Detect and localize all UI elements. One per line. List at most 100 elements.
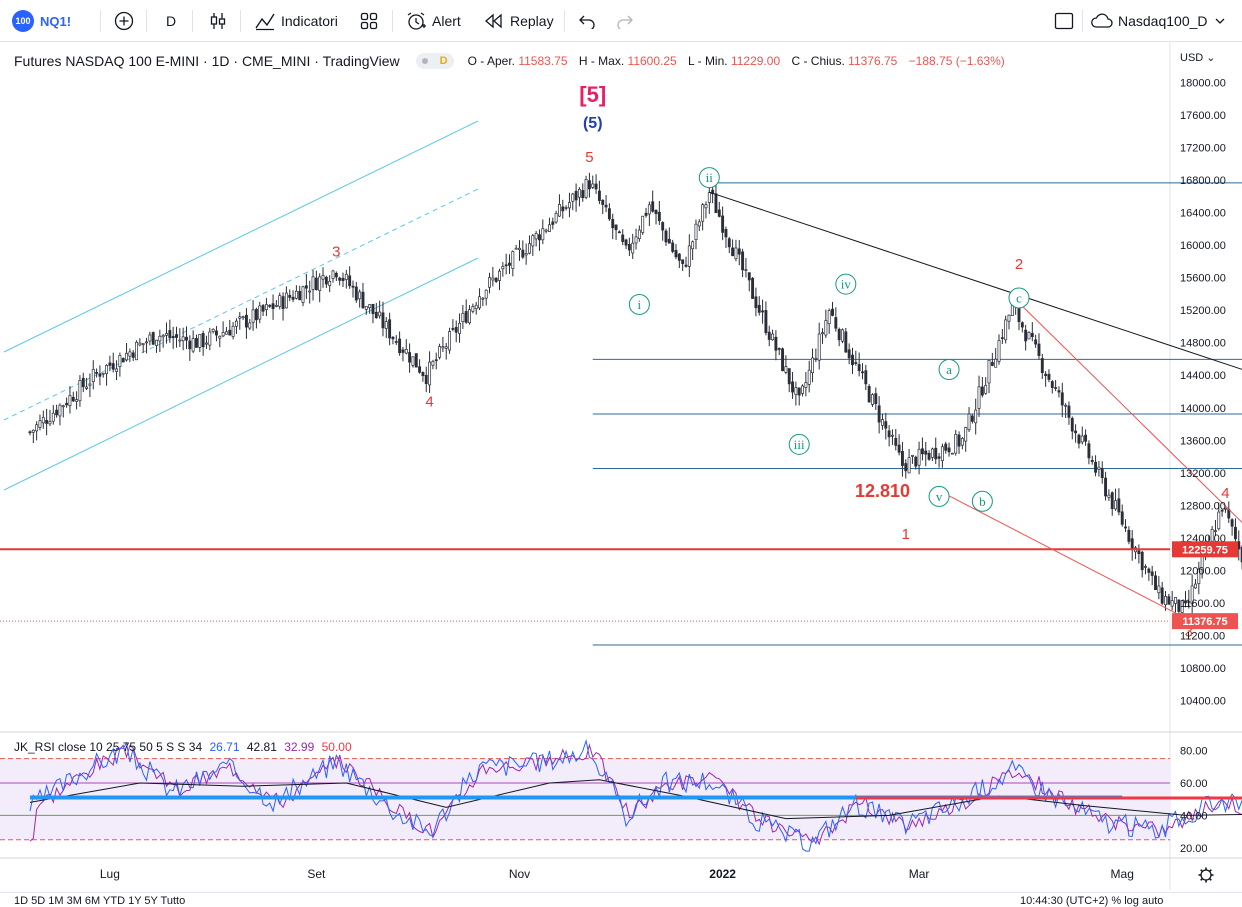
candle-body (531, 235, 535, 247)
rsi-fast-line (29, 738, 1242, 852)
undo-button[interactable] (578, 0, 596, 42)
price-candle (651, 190, 655, 213)
chart-area[interactable]: 1(16764.75)0.618(14594.25)0.5(13924.00)0… (0, 42, 1242, 892)
price-candle (185, 326, 188, 349)
price-candle (508, 254, 511, 274)
price-candle (844, 327, 848, 353)
chart-background (0, 42, 1242, 892)
candle-body (41, 417, 45, 424)
price-candle (604, 195, 608, 213)
bottom-status[interactable]: 10:44:30 (UTC+2) % log auto (1020, 895, 1164, 907)
wave-label-text: iv (841, 277, 852, 292)
price-candle (864, 364, 868, 391)
price-candle (1050, 380, 1054, 394)
candle-body (651, 201, 655, 212)
price-candle (1137, 544, 1141, 564)
candle-body (1057, 390, 1061, 393)
price-candle (1120, 504, 1124, 527)
price-candle (980, 376, 984, 398)
candle-body (837, 328, 841, 341)
chart-legend: Futures NASDAQ 100 E-MINI · 1D · CME_MIN… (14, 51, 1013, 71)
candle-body (1223, 507, 1227, 510)
candle-body (1100, 468, 1104, 479)
candle-body (348, 275, 352, 287)
price-candle (997, 334, 1001, 365)
templates-button[interactable] (360, 0, 378, 42)
price-candle (248, 319, 252, 330)
candle-body (947, 447, 951, 453)
candle-body (747, 272, 751, 281)
candle-body (474, 304, 478, 310)
candle-body (571, 193, 575, 202)
price-candle (821, 328, 824, 344)
candle-body (278, 295, 282, 307)
price-candle (874, 387, 878, 410)
high-label: H - Max. (578, 54, 625, 68)
price-candle (368, 304, 372, 314)
redo-button[interactable] (616, 0, 634, 42)
candle-body (611, 219, 615, 229)
candle-body (68, 395, 72, 406)
price-candle (977, 375, 981, 417)
price-candle (474, 301, 478, 315)
candle-body (900, 451, 904, 466)
price-candle (1223, 507, 1227, 513)
price-candle (354, 281, 358, 303)
range-buttons[interactable]: 1D 5D 1M 3M 6M YTD 1Y 5Y Tutto (14, 895, 186, 907)
candle-body (1090, 459, 1094, 462)
chart-canvas[interactable]: 1(16764.75)0.618(14594.25)0.5(13924.00)0… (0, 42, 1242, 892)
price-candle (827, 308, 831, 334)
chart-type-button[interactable] (208, 0, 228, 42)
price-candle (1080, 426, 1084, 445)
candle-body (584, 178, 588, 198)
candle-body (55, 409, 59, 416)
symbol-search[interactable]: 100 NQ1! (12, 0, 71, 42)
price-candle (438, 343, 442, 360)
price-candle (268, 304, 272, 309)
candle-body (1194, 583, 1197, 589)
compare-symbol-button[interactable] (114, 0, 134, 42)
price-candle (158, 329, 162, 353)
candle-body (677, 253, 681, 261)
candle-body (761, 310, 765, 313)
candle-body (784, 366, 788, 373)
price-candle (88, 373, 92, 398)
candle-body (917, 448, 921, 466)
candle-body (298, 291, 302, 301)
wave-label: 2 (1015, 256, 1023, 273)
candle-body (577, 189, 581, 198)
candle-body (751, 277, 755, 299)
price-candle (1004, 315, 1008, 344)
candle-body (977, 386, 981, 409)
candle-body (434, 359, 438, 362)
candle-body (1110, 492, 1114, 509)
price-candle (434, 352, 438, 370)
alert-button[interactable]: Alert (405, 0, 461, 42)
indicators-button[interactable]: Indicatori (254, 0, 338, 42)
price-candle (501, 262, 505, 277)
candle-body (171, 336, 175, 339)
price-candle (511, 250, 515, 277)
price-candle (451, 319, 455, 332)
candle-body (374, 311, 378, 319)
price-candle (1194, 579, 1197, 589)
interval-button[interactable]: D (166, 0, 176, 42)
rsi-legend: JK_RSI close 10 25 75 50 5 S S 34 26.71 … (14, 740, 352, 754)
data-status-badge[interactable]: D (415, 53, 454, 69)
price-tick-label: 15600.00 (1180, 273, 1226, 285)
candle-body (881, 419, 884, 426)
price-candle (721, 206, 725, 241)
wave-label-circle: c (1008, 287, 1030, 309)
fullscreen-button[interactable] (1054, 0, 1074, 42)
price-candle (597, 180, 601, 205)
candle-body (987, 359, 991, 384)
price-candle (607, 203, 611, 221)
price-candle (687, 234, 691, 278)
replay-button[interactable]: Replay (484, 0, 554, 42)
candle-body (331, 270, 335, 279)
candle-body (1127, 529, 1131, 542)
price-candle (1127, 526, 1131, 545)
candle-body (364, 306, 368, 310)
price-candle (191, 330, 195, 354)
layout-save-button[interactable]: Nasdaq100_D (1090, 0, 1226, 42)
